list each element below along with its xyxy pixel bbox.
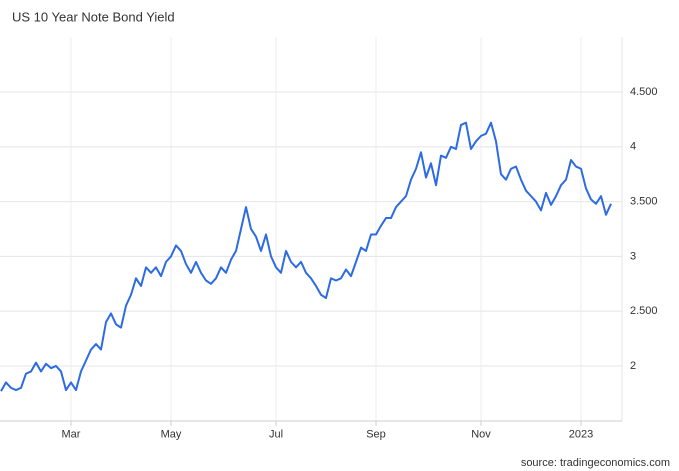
- line: [0, 121, 612, 392]
- y-tick-label: 4.500: [630, 86, 658, 98]
- x-tick-label: Sep: [366, 429, 386, 441]
- x-tick-label: Mar: [62, 429, 81, 441]
- x-tick-label: 2023: [569, 429, 593, 441]
- y-tick-label: 4: [630, 141, 636, 153]
- x-tick-label: Jul: [269, 429, 283, 441]
- y-tick-label: 2.500: [630, 305, 658, 317]
- x-tick-label: May: [161, 429, 182, 441]
- y-tick-label: 3: [630, 250, 636, 262]
- y-tick-label: 2: [630, 360, 636, 372]
- y-tick-label: 3.500: [630, 196, 658, 208]
- source: source: tradingeconomics.com: [521, 457, 670, 469]
- x-tick-label: Nov: [471, 429, 491, 441]
- chart-title: US 10 Year Note Bond Yield: [12, 9, 175, 24]
